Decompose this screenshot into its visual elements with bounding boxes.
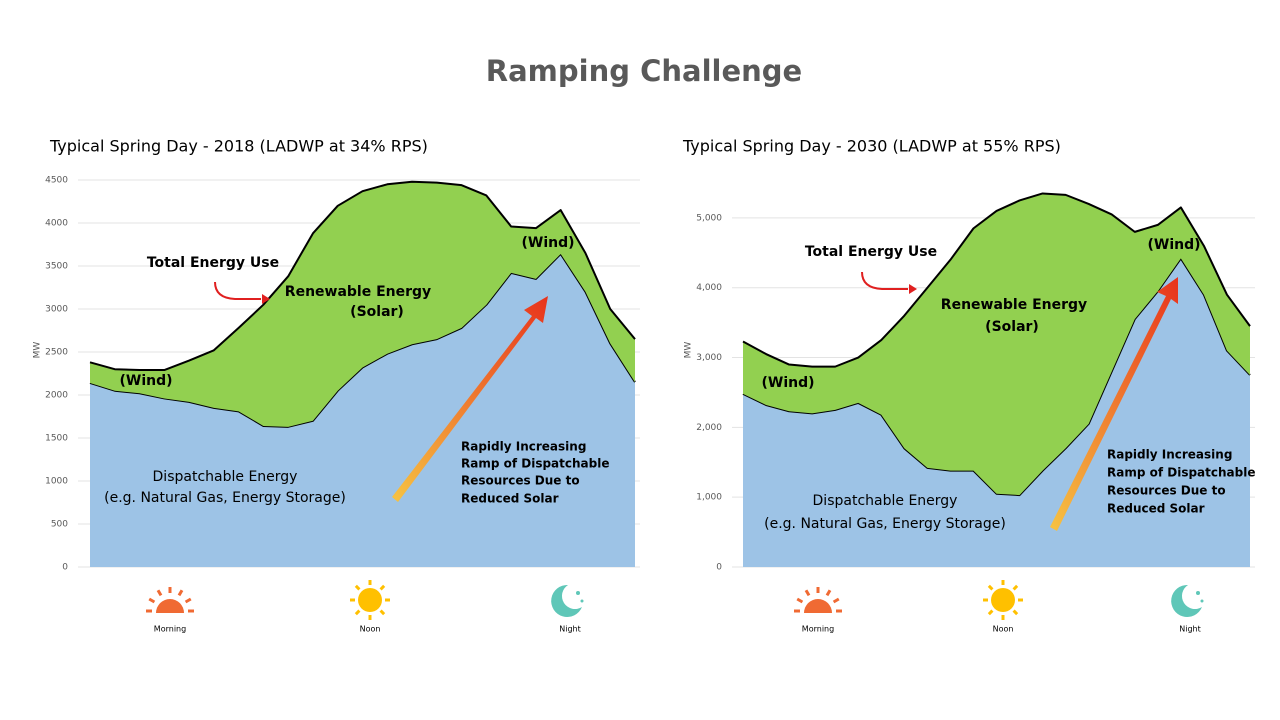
red-arrow-head [262, 294, 270, 304]
y-tick-label: 2500 [45, 348, 68, 358]
area-edge [89, 180, 636, 372]
icon-ray [184, 597, 192, 604]
y-tick-label: 3,000 [696, 353, 722, 363]
annotation: Ramp of Dispatchable [461, 457, 610, 471]
icon-sunrise [156, 599, 184, 613]
icon-star [580, 599, 584, 603]
annotation: (Wind) [1147, 237, 1200, 253]
icon-ray [379, 609, 386, 616]
ramp-arrow [392, 296, 548, 502]
y-tick-label: 4000 [45, 219, 68, 229]
y-tick-label: 4500 [45, 176, 68, 186]
icon-ray [825, 589, 832, 597]
y-tick-label: 1,000 [696, 493, 722, 503]
icon-ray [987, 609, 994, 616]
chart-subtitle: Typical Spring Day - 2030 (LADWP at 55% … [682, 137, 1061, 156]
icon-ray [1012, 584, 1019, 591]
icon-sunrise [804, 599, 832, 613]
annotation: (e.g. Natural Gas, Energy Storage) [104, 490, 346, 506]
annotation: (Solar) [985, 319, 1039, 335]
icon-moon [551, 584, 582, 617]
annotation: Rapidly Increasing [461, 440, 586, 454]
icon-ray [156, 589, 163, 597]
annotation: Dispatchable Energy [813, 493, 958, 509]
y-tick-label: 500 [51, 520, 68, 530]
icons: Morning Noon Night Morning Noon Night [146, 580, 1204, 634]
area [743, 193, 1250, 496]
annotation: Resources Due to [461, 474, 580, 488]
icon-ray [1012, 609, 1019, 616]
red-arrow-head [909, 284, 917, 294]
annotation: Renewable Energy [941, 297, 1087, 313]
icon-ray [987, 584, 994, 591]
overlay [214, 271, 1178, 531]
y-tick-label: 0 [62, 563, 68, 573]
area [90, 253, 635, 567]
x-label: Night [559, 625, 581, 634]
icon-ray [177, 589, 184, 597]
x-label: Night [1179, 625, 1201, 634]
y-tick-label: 0 [716, 563, 722, 573]
icon-moon [1171, 584, 1202, 617]
x-label: Morning [154, 625, 186, 634]
annotation: Reduced Solar [461, 492, 559, 506]
x-label: Noon [993, 625, 1014, 634]
annotation: Reduced Solar [1107, 502, 1205, 516]
annotation: Rapidly Increasing [1107, 448, 1232, 462]
x-label: Noon [360, 625, 381, 634]
annotation: (Solar) [350, 304, 404, 320]
plots: Typical Spring Day - 2018 (LADWP at 34% … [33, 137, 1256, 573]
area [90, 181, 635, 427]
annotation: Total Energy Use [147, 255, 279, 271]
red-arrow [861, 271, 908, 290]
icon-ray [832, 597, 840, 604]
ramp-arrow [1050, 277, 1178, 531]
annotation: Total Energy Use [805, 244, 937, 260]
y-tick-label: 3000 [45, 305, 68, 315]
icon-sun [991, 588, 1015, 612]
icon-ray [379, 584, 386, 591]
icon-ray [354, 584, 361, 591]
icon-sun [358, 588, 382, 612]
y-tick-label: 4,000 [696, 283, 722, 293]
annotation: Dispatchable Energy [153, 469, 298, 485]
icon-star [1200, 599, 1204, 603]
area [743, 258, 1250, 567]
annotation: Ramp of Dispatchable [1107, 466, 1256, 480]
y-tick-label: 1500 [45, 434, 68, 444]
icon-ray [354, 609, 361, 616]
icon-ray [796, 597, 804, 604]
annotation: (e.g. Natural Gas, Energy Storage) [764, 516, 1006, 532]
y-axis-label: MW [33, 342, 43, 359]
slide-title: Ramping Challenge [486, 54, 802, 88]
y-tick-label: 3500 [45, 262, 68, 272]
y-tick-label: 5,000 [696, 213, 722, 223]
y-axis-label: MW [684, 342, 694, 359]
annotation: (Wind) [521, 235, 574, 251]
icon-ray [804, 589, 811, 597]
icon-star [1196, 591, 1200, 595]
y-tick-label: 1000 [45, 477, 68, 487]
area-edge [742, 192, 1251, 368]
annotation: (Wind) [761, 375, 814, 391]
x-label: Morning [802, 625, 834, 634]
chart-subtitle: Typical Spring Day - 2018 (LADWP at 34% … [49, 137, 428, 156]
icon-ray [148, 597, 156, 604]
red-arrow [214, 281, 261, 300]
y-tick-label: 2000 [45, 391, 68, 401]
y-tick-label: 2,000 [696, 423, 722, 433]
annotation: (Wind) [119, 373, 172, 389]
icon-star [576, 591, 580, 595]
annotation: Resources Due to [1107, 484, 1226, 498]
annotation: Renewable Energy [285, 284, 431, 300]
